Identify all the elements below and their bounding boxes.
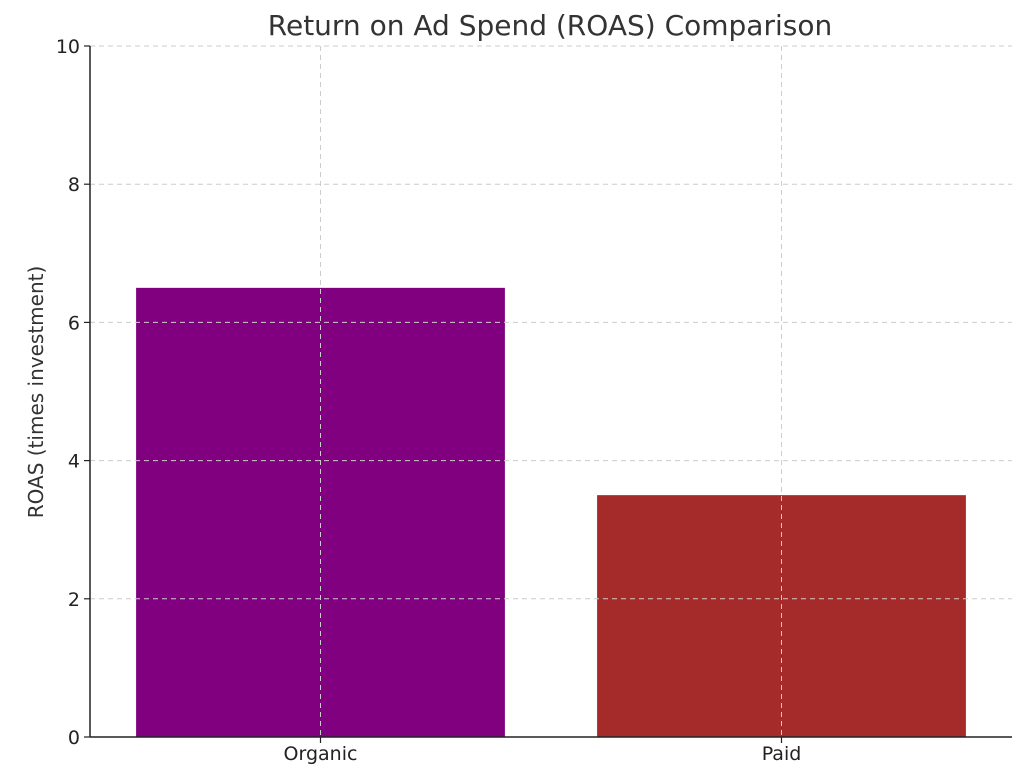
axes	[89, 46, 1012, 738]
x-axis-ticks: Organic Paid	[284, 737, 802, 765]
y-tick-label: 8	[68, 174, 80, 196]
y-tick-label: 2	[68, 589, 80, 611]
y-axis-label: ROAS (times investment)	[24, 266, 48, 519]
y-tick-label: 0	[68, 727, 80, 749]
y-tick-label: 6	[68, 312, 80, 334]
y-tick-label: 10	[56, 36, 80, 58]
chart-title: Return on Ad Spend (ROAS) Comparison	[268, 9, 832, 42]
x-tick-label: Organic	[284, 743, 358, 765]
y-axis-ticks: 0 2 4 6 8 10	[56, 36, 90, 749]
y-tick-label: 4	[68, 451, 80, 473]
bars	[136, 287, 966, 737]
x-tick-label: Paid	[762, 743, 802, 765]
